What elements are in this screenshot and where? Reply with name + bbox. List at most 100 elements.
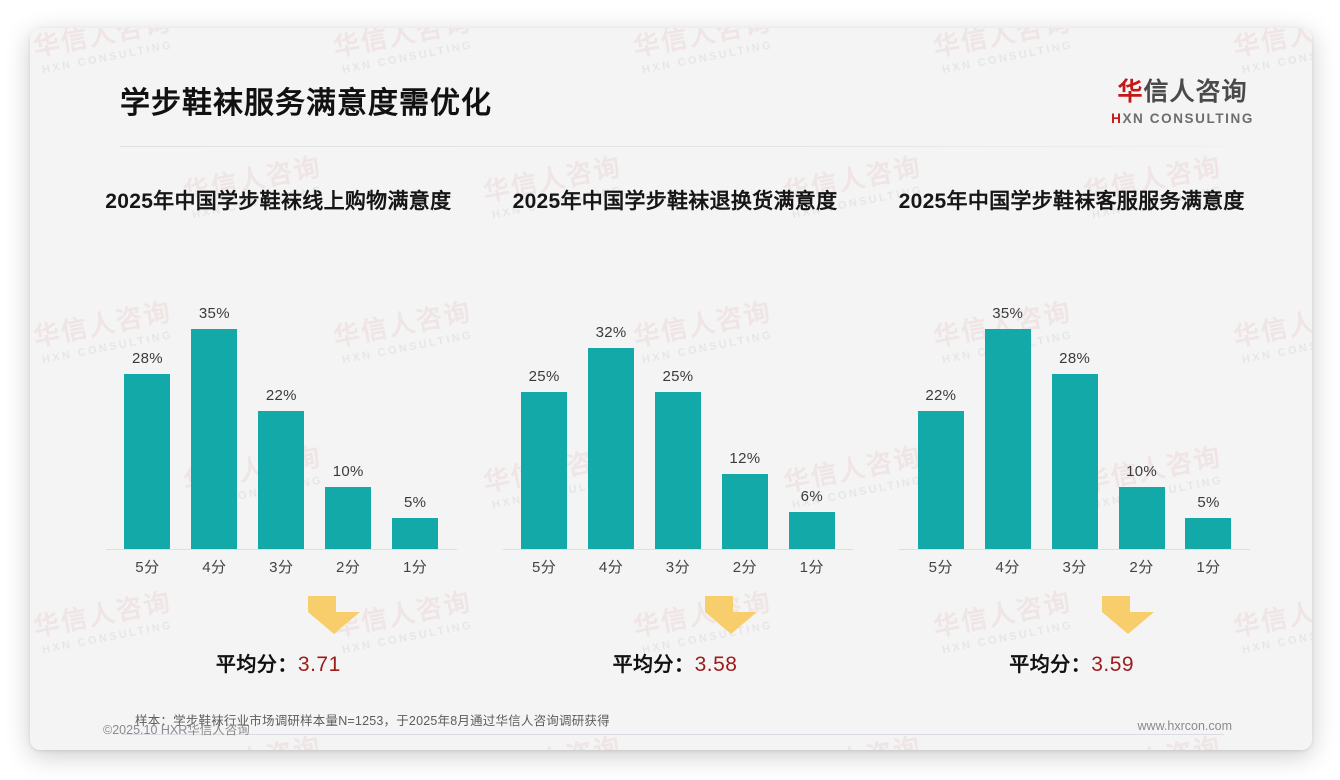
bar[interactable] — [1185, 518, 1232, 550]
category-tick-label: 3分 — [269, 559, 294, 576]
bar[interactable] — [191, 329, 238, 550]
arrow-wrap — [80, 596, 477, 634]
category-tick-label: 3分 — [1062, 559, 1087, 576]
bar-slot[interactable]: 5% — [387, 298, 444, 550]
bar-value-label: 12% — [729, 450, 761, 467]
category-tick-label: 4分 — [202, 559, 227, 576]
category-tick-label: 5分 — [135, 559, 160, 576]
bar-value-label: 22% — [925, 387, 957, 404]
bar-slot[interactable]: 10% — [1113, 298, 1170, 550]
bar-slot[interactable]: 28% — [119, 298, 176, 550]
average-score-label: 平均分： — [612, 654, 695, 676]
bar-value-label: 35% — [198, 305, 230, 322]
brand-logo-cn-rest: 信人咨询 — [1143, 78, 1248, 106]
footnote: 样本：学步鞋袜行业市场调研样本量N=1253，于2025年8月通过华信人咨询调研… — [135, 714, 610, 728]
bar-slot[interactable]: 22% — [912, 298, 969, 550]
arrow-head — [308, 612, 361, 634]
bar[interactable] — [325, 487, 372, 550]
bar-slot[interactable]: 6% — [783, 298, 840, 550]
bar-value-label: 10% — [1126, 463, 1158, 480]
chart-title: 2025年中国学步鞋袜客服服务满意度 — [898, 190, 1245, 213]
bar-slot[interactable]: 12% — [716, 298, 773, 550]
bar[interactable] — [788, 512, 835, 550]
down-arrow-icon — [1101, 596, 1154, 634]
bar-value-label: 25% — [662, 368, 694, 385]
down-arrow-icon — [705, 596, 757, 634]
category-tick-label: 5分 — [531, 559, 557, 576]
brand-logo-cn-accent: 华 — [1117, 78, 1144, 106]
bar[interactable] — [917, 411, 964, 550]
page-title: 学步鞋袜服务满意度需优化 — [120, 87, 492, 120]
bar-slot[interactable]: 28% — [1046, 298, 1103, 550]
bar[interactable] — [521, 392, 568, 550]
bar-group: 22% 35% 28% 10% 5% — [907, 298, 1242, 550]
x-axis-line — [106, 549, 457, 550]
bar-slot[interactable]: 5% — [1180, 298, 1237, 550]
slide-header: 学步鞋袜服务满意度需优化 华信人咨询 HXN CONSULTING — [30, 28, 1312, 150]
plot-area: 28% 35% 22% 10% 5% — [106, 298, 457, 550]
bar-slot[interactable]: 25% — [650, 298, 707, 550]
category-tick-label: 2分 — [336, 559, 361, 576]
plot-area: 25% 32% 25% 12% 6% — [502, 298, 854, 550]
bar-value-label: 32% — [595, 324, 627, 341]
bar-group: 28% 35% 22% 10% 5% — [114, 298, 449, 550]
header-divider — [120, 146, 1224, 147]
charts-row: 2025年中国学步鞋袜线上购物满意度 28% 35% 22% 10% 5% 5分 4分 3分 2分… — [80, 178, 1270, 678]
category-tick-label: 2分 — [732, 559, 758, 576]
arrow-head — [705, 612, 757, 634]
category-tick-label: 3分 — [665, 559, 691, 576]
category-tick-label: 4分 — [995, 559, 1020, 576]
arrow-wrap — [873, 596, 1270, 634]
bar-value-label: 5% — [1197, 494, 1220, 511]
bar[interactable] — [392, 518, 439, 550]
bar-value-label: 5% — [404, 494, 427, 511]
bar-value-label: 35% — [992, 305, 1024, 322]
category-tick-label: 1分 — [402, 559, 428, 576]
arrow-stem — [1101, 596, 1130, 612]
average-score-label: 平均分： — [1009, 654, 1092, 676]
arrow-head — [1101, 612, 1154, 634]
bar-value-label: 22% — [265, 387, 297, 404]
bar[interactable] — [984, 329, 1031, 550]
average-score-value: 3.59 — [1091, 653, 1135, 676]
brand-logo-en-rest: XN CONSULTING — [1122, 111, 1254, 126]
bar-slot[interactable]: 25% — [516, 298, 573, 550]
category-labels: 5分 4分 3分 2分 1分 — [511, 556, 846, 577]
bar-slot[interactable]: 35% — [186, 298, 243, 550]
bar[interactable] — [124, 374, 171, 550]
copyright-text: ©2025.10 HXR华信人咨询 — [103, 723, 250, 737]
bar-value-label: 6% — [800, 488, 823, 505]
chart-title: 2025年中国学步鞋袜退换货满意度 — [512, 190, 838, 213]
bar-slot[interactable]: 35% — [979, 298, 1036, 550]
site-url[interactable]: www.hxrcon.com — [1137, 719, 1232, 733]
chart-panel-3: 2025年中国学步鞋袜客服服务满意度 22% 35% 28% 10% 5% 5分 4分 3分 2分… — [873, 178, 1270, 678]
chart-panel-2: 2025年中国学步鞋袜退换货满意度 25% 32% 25% 12% 6% 5分 4分 3分 2分 1… — [477, 178, 874, 678]
category-tick-label: 1分 — [1196, 559, 1221, 576]
bar-value-label: 28% — [131, 350, 163, 367]
category-tick-label: 4分 — [598, 559, 624, 576]
category-tick-label: 1分 — [799, 559, 824, 576]
category-tick-label: 2分 — [1129, 559, 1154, 576]
chart-panel-1: 2025年中国学步鞋袜线上购物满意度 28% 35% 22% 10% 5% 5分 4分 3分 2分… — [80, 178, 477, 678]
bar[interactable] — [588, 348, 635, 550]
bar[interactable] — [1051, 374, 1098, 550]
brand-logo: 华信人咨询 HXN CONSULTING — [1111, 80, 1254, 126]
average-score: 平均分：3.59 — [873, 648, 1270, 677]
category-labels: 5分 4分 3分 2分 1分 — [907, 556, 1242, 577]
bar-slot[interactable]: 32% — [583, 298, 640, 550]
bar-slot[interactable]: 10% — [320, 298, 377, 550]
bar[interactable] — [1118, 487, 1165, 550]
bar[interactable] — [258, 411, 305, 550]
bar[interactable] — [721, 474, 768, 550]
brand-logo-en-accent: H — [1111, 111, 1123, 126]
bar[interactable] — [654, 392, 701, 550]
average-score-label: 平均分： — [215, 654, 298, 676]
plot-area: 22% 35% 28% 10% 5% — [899, 298, 1251, 550]
bar-slot[interactable]: 22% — [253, 298, 310, 550]
chart-title: 2025年中国学步鞋袜线上购物满意度 — [105, 190, 452, 213]
category-labels: 5分 4分 3分 2分 1分 — [114, 556, 449, 577]
arrow-stem — [308, 596, 337, 612]
brand-logo-cn: 华信人咨询 — [1111, 80, 1254, 105]
